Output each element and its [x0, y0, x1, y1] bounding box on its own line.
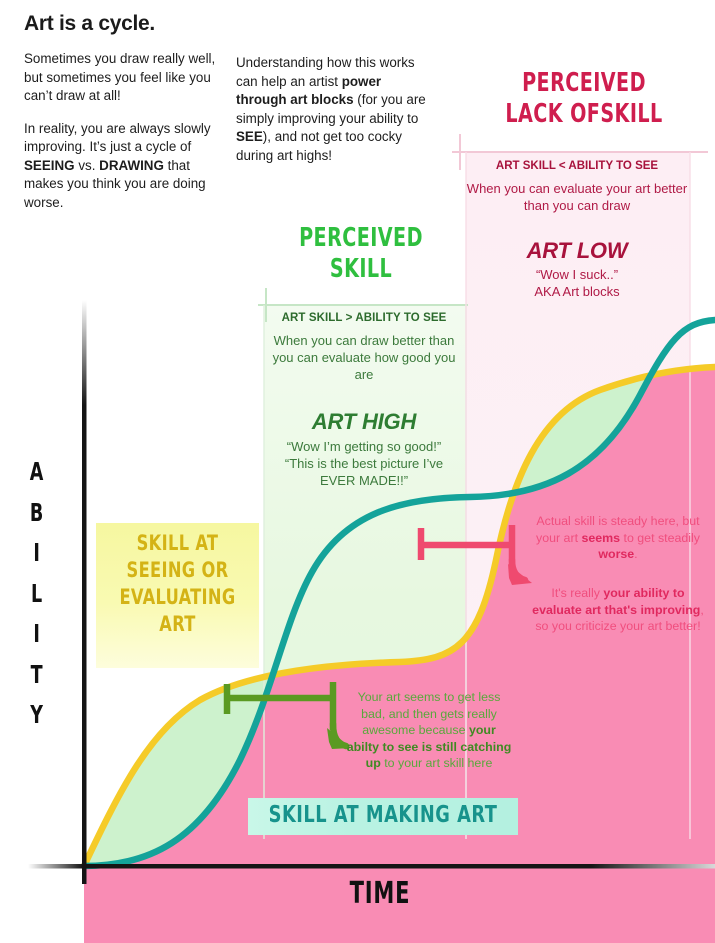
y-axis-letter: B: [29, 497, 45, 527]
y-axis-letter: T: [30, 659, 44, 689]
art-high-quote-2: “This is the best picture I’ve: [284, 456, 444, 472]
art-high-quote-3: EVER MADE!!”: [319, 473, 409, 489]
pink-annotation-note-1: Actual skill is steady here, but your ar…: [536, 514, 700, 561]
y-axis-letter: I: [33, 619, 41, 648]
pink-annotation-note-2: It's really your ability to evaluate art…: [532, 586, 704, 633]
making-art-curve: [80, 316, 715, 870]
green-arrow-stem: [329, 720, 350, 750]
x-axis-label: TIME: [349, 876, 411, 911]
art-low-quote-1: “Wow I suck..”: [535, 267, 619, 283]
seeing-legend-line3: EVALUATING: [119, 584, 236, 609]
y-axis-line: [82, 300, 87, 884]
perceived-skill-panel: ART SKILL > ABILITY TO SEE When you can …: [264, 312, 464, 490]
green-kicker: ART SKILL > ABILITY TO SEE: [281, 312, 447, 324]
y-axis-letter: A: [29, 457, 45, 486]
seeing-skill-legend-label: SKILL AT SEEING OR EVALUATING ART: [107, 530, 247, 638]
pink-kicker: ART SKILL < ABILITY TO SEE: [495, 160, 659, 172]
seeing-skill-legend-box: [96, 523, 259, 668]
perceived-lack-of-skill-panel: ART SKILL < ABILITY TO SEE When you can …: [458, 160, 696, 301]
page-title: Art is a cycle.: [24, 12, 155, 35]
art-high-quote-1: “Wow I’m getting so good!”: [286, 439, 442, 455]
art-low-quotes: “Wow I suck..” AKA Art blocks: [458, 267, 696, 301]
pink-divider-crosshair: [452, 134, 708, 170]
perceived-skill-heading: PERCEIVED SKILL: [275, 223, 447, 284]
green-annotation-note: Your art seems to get less bad, and then…: [346, 690, 512, 770]
y-axis-letter: Y: [30, 700, 44, 729]
intro-paragraph-2: In reality, you are always slowly improv…: [24, 120, 211, 210]
perceived-lack-heading-line2: LACK OFSKILL: [505, 99, 663, 130]
perceived-lack-heading-line1: PERCEIVED: [522, 68, 646, 98]
seeing-legend-line1: SKILL AT: [136, 531, 219, 555]
green-description: When you can draw better than you can ev…: [272, 333, 456, 383]
art-low-quote-2: AKA Art blocks: [534, 284, 620, 300]
intro-paragraph-3: Understanding how this works can help an…: [236, 55, 426, 163]
making-art-legend-label: SKILL AT MAKING ART: [268, 802, 498, 828]
art-low-label: ART LOW: [526, 238, 628, 264]
pink-arrow-head: [508, 564, 532, 585]
y-axis-letter: L: [31, 578, 43, 608]
perceived-skill-heading-line2: SKILL: [329, 253, 393, 284]
seeing-skill-curve: [80, 363, 715, 870]
x-axis-line: [28, 864, 715, 869]
pink-description: When you can evaluate your art better th…: [466, 181, 688, 214]
making-art-legend-box: [248, 798, 518, 835]
art-high-label: ART HIGH: [311, 409, 417, 435]
y-axis-letter: I: [33, 538, 41, 567]
intro-right-column: Understanding how this works can help an…: [236, 54, 426, 165]
intro-left-column: Sometimes you draw really well, but some…: [24, 50, 224, 212]
intro-paragraph-1: Sometimes you draw really well, but some…: [24, 51, 216, 103]
perceived-skill-heading-line1: PERCEIVED: [299, 223, 423, 253]
seeing-legend-line2: SEEING OR: [126, 557, 229, 582]
green-divider-crosshair: [258, 288, 468, 322]
perceived-lack-of-skill-heading: PERCEIVED LACK OFSKILL: [482, 68, 685, 130]
seeing-legend-line4: ART: [159, 611, 196, 636]
art-high-quotes: “Wow I’m getting so good!” “This is the …: [264, 439, 464, 490]
